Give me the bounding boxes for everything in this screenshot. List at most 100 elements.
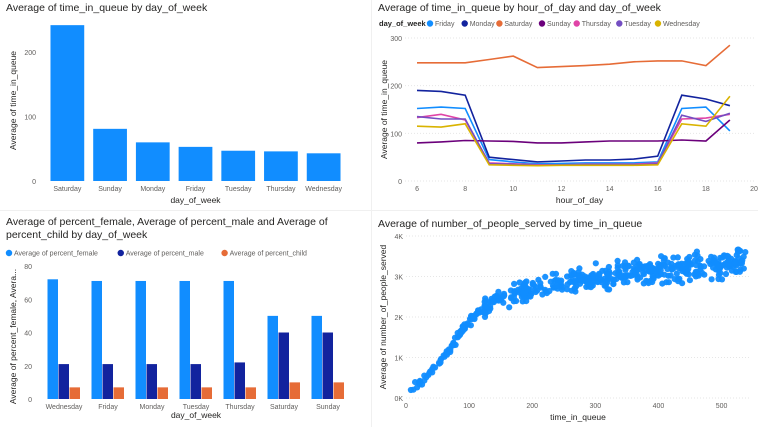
x-tick-label: 200: [526, 403, 538, 410]
scatter-point: [740, 265, 747, 272]
scatter-point: [693, 262, 700, 269]
scatter-point: [708, 276, 715, 283]
scatter-point: [685, 271, 692, 278]
legend-label: Friday: [435, 21, 455, 28]
chart-panel-time-by-day[interactable]: Average of time_in_queue by day_of_week …: [0, 0, 370, 210]
scatter-point: [450, 340, 457, 347]
scatter-point: [487, 303, 494, 310]
legend-marker: [461, 20, 468, 27]
bar-male: [58, 364, 69, 399]
y-tick-label: 0K: [394, 396, 403, 403]
bar-female: [223, 280, 234, 399]
vertical-divider: [371, 0, 372, 427]
scatter-point: [742, 249, 749, 256]
scatter-point: [634, 272, 641, 279]
scatter-point: [664, 259, 672, 266]
bar-male: [234, 362, 245, 399]
chart-title: Average of time_in_queue by day_of_week: [6, 2, 208, 14]
chart-panel-served-by-time[interactable]: Average of number_of_people_served by ti…: [372, 212, 758, 427]
scatter-point: [732, 259, 739, 266]
scatter-point: [692, 273, 699, 280]
x-tick-label: 8: [463, 186, 467, 193]
scatter-point: [549, 270, 556, 277]
bar-female: [311, 315, 322, 399]
scatter-point: [592, 260, 599, 267]
scatter-point: [498, 293, 505, 300]
y-axis-title: Average of time_in_queue: [8, 51, 18, 150]
bar-female: [135, 280, 146, 399]
y-tick-label: 200: [24, 50, 36, 57]
y-axis-title: Average of time_in_queue: [379, 60, 389, 159]
legend-marker: [221, 249, 228, 257]
scatter-point: [493, 292, 500, 299]
x-tick-label: 12: [558, 186, 566, 193]
x-tick-label: 6: [415, 186, 419, 193]
y-axis-title: Average of percent_female, Avera...: [8, 269, 18, 404]
scatter-point: [508, 295, 515, 302]
scatter-point: [685, 265, 692, 273]
scatter-point: [627, 272, 634, 279]
scatter-point: [583, 283, 590, 290]
bar-female: [267, 315, 278, 399]
bar-female: [91, 280, 102, 399]
y-tick-label: 0: [28, 397, 32, 404]
chart-title-line-2: percent_child by day_of_week: [6, 229, 148, 241]
y-tick-label: 100: [390, 131, 402, 138]
chart-panel-percent-by-day[interactable]: Average of percent_female, Average of pe…: [0, 212, 370, 427]
bar-male: [102, 364, 113, 399]
scatter-point: [527, 293, 534, 300]
scatter-point: [586, 278, 593, 285]
scatter-point: [652, 268, 659, 275]
y-tick-label: 1K: [394, 356, 403, 363]
y-tick-label: 2K: [394, 315, 403, 322]
x-tick-label: 500: [716, 403, 728, 410]
legend-label: Sunday: [547, 21, 571, 28]
scatter-point: [723, 261, 730, 268]
scatter-point: [570, 269, 577, 277]
scatter-point: [579, 277, 586, 285]
scatter-point: [679, 268, 686, 275]
scatter-point: [715, 275, 722, 283]
x-tick-label: Tuesday: [183, 404, 210, 411]
x-tick-label: 100: [463, 403, 475, 410]
scatter-point: [684, 260, 691, 267]
bar-male: [278, 332, 289, 399]
scatter-point: [414, 384, 421, 391]
scatter-point: [605, 263, 612, 271]
scatter-point: [614, 262, 621, 269]
scatter-point: [511, 280, 518, 287]
legend-title: day_of_week: [379, 19, 427, 28]
y-axis-title: Average of number_of_people_served: [378, 245, 388, 390]
legend-label: Wednesday: [663, 21, 700, 28]
clustered-bar-chart-percent: Average of percent_female Average of perc…: [5, 249, 344, 420]
scatter-point: [537, 284, 544, 291]
x-tick-label: 0: [404, 403, 408, 410]
chart-title-line-1: Average of percent_female, Average of pe…: [6, 216, 328, 228]
scatter-point: [671, 276, 678, 283]
legend-marker: [5, 249, 13, 257]
scatter-point: [601, 282, 608, 289]
chart-panel-time-by-hour[interactable]: Average of time_in_queue by hour_of_day …: [372, 0, 758, 210]
scatter-point: [636, 261, 643, 268]
x-tick-label: 400: [653, 403, 665, 410]
scatter-point: [686, 277, 693, 284]
legend-marker: [117, 249, 124, 257]
y-tick-label: 20: [24, 364, 32, 371]
scatter-point: [571, 285, 578, 292]
x-axis-title: day_of_week: [171, 410, 222, 420]
bar: [93, 128, 127, 181]
y-tick-label: 300: [390, 36, 402, 43]
scatter-point: [465, 321, 472, 328]
scatter-point: [416, 377, 423, 384]
x-tick-label: 10: [509, 186, 517, 193]
scatter-point: [657, 263, 664, 270]
scatter-point: [650, 275, 657, 282]
scatter-point: [445, 346, 453, 353]
scatter-point: [564, 273, 571, 280]
legend-label: Average of percent_male: [126, 251, 204, 258]
y-tick-label: 4K: [394, 234, 403, 241]
y-tick-label: 0: [398, 179, 402, 186]
x-tick-label: Saturday: [53, 186, 82, 193]
x-tick-label: Saturday: [270, 404, 299, 411]
bar-male: [190, 364, 201, 399]
